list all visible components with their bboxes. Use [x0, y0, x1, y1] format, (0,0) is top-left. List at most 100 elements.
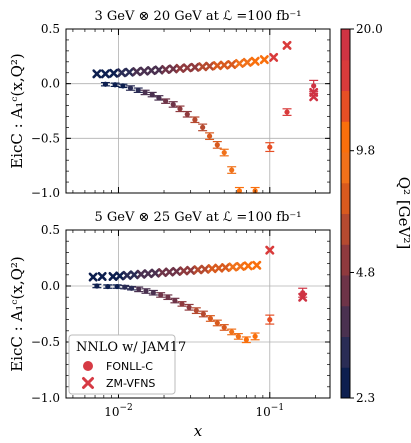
colorbar-label: Q² [GeV²] — [395, 177, 411, 250]
zmvfns-point — [154, 65, 164, 75]
zmvfns-point — [117, 68, 127, 78]
colorbar-tick-label: 20.0 — [356, 22, 383, 36]
zmvfns-point — [190, 62, 200, 72]
zmvfns-point — [109, 68, 119, 78]
fonll-point — [161, 98, 171, 104]
fonll-point — [140, 89, 150, 96]
fonll-point — [156, 292, 166, 298]
fonll-point — [265, 314, 275, 325]
zmvfns-point — [97, 271, 107, 281]
fonll-point — [100, 81, 110, 87]
colorbar-ticks: 2.3 4.8 9.8 20.0 — [350, 22, 383, 405]
colorbar-band — [341, 244, 350, 276]
fonll-point — [205, 132, 215, 141]
fonll-point — [198, 123, 208, 132]
panel-top-ylabel: EicC : A₁ᶜ(x,Q²) — [8, 53, 26, 169]
legend-label-zmvfns: ZM-VFNS — [106, 377, 155, 390]
fonll-point — [241, 336, 251, 344]
legend-marker-fonll — [83, 361, 93, 371]
colorbar-band — [341, 59, 350, 91]
zmvfns-point — [92, 69, 102, 79]
fonll-point — [103, 283, 113, 290]
y-tick-label: 0.0 — [41, 279, 60, 293]
zmvfns-point — [124, 67, 134, 77]
zmvfns-point — [269, 52, 279, 62]
fonll-point — [298, 287, 308, 298]
zmvfns-point — [150, 268, 160, 278]
zmvfns-point — [228, 262, 238, 272]
y-tick-label: 0.0 — [41, 77, 60, 91]
colorbar-frame — [340, 28, 351, 399]
colorbar-tick-label: 9.8 — [356, 144, 375, 158]
zmvfns-point — [182, 63, 192, 73]
fonll-point — [182, 110, 192, 118]
fonll-point — [133, 87, 143, 94]
colorbar-band — [341, 29, 350, 61]
zmvfns-point — [282, 40, 292, 50]
panel-top-axes: 0.5 0.0 −0.5 −1.0 — [31, 22, 330, 200]
zmvfns-point — [100, 69, 110, 79]
fonll-point — [227, 166, 237, 174]
fonll-point — [148, 289, 158, 296]
colorbar-band — [341, 121, 350, 153]
zmvfns-point — [129, 270, 139, 280]
fonll-point — [168, 101, 178, 108]
zmvfns-point — [227, 60, 237, 70]
fonll-point — [118, 83, 128, 89]
fonll-point — [265, 142, 275, 153]
zmvfns-point — [207, 264, 217, 274]
colorbar: 2.3 4.8 9.8 20.0 Q² [GeV²] — [340, 22, 411, 405]
fonll-point — [110, 82, 120, 88]
panel-bottom-axes: 0.5 0.0 −0.5 −1.0 10−2 10−1 — [31, 223, 330, 419]
panel-bottom: 5 GeV ⊗ 25 GeV at ℒ =100 fb⁻¹ 0.5 0.0 −0.5… — [8, 210, 331, 419]
fonll-point — [212, 319, 222, 327]
legend-label-fonll: FONLL-C — [106, 360, 153, 373]
zmvfns-point — [265, 245, 275, 255]
zmvfns-point — [143, 269, 153, 279]
legend-title: NNLO w/ JAM17 — [76, 340, 186, 355]
panel-bottom-frame — [65, 229, 331, 399]
fonll-point — [154, 95, 164, 101]
fonll-point — [219, 324, 229, 331]
panel-bottom-marks — [88, 245, 308, 344]
panel-top-grid — [66, 28, 330, 194]
panel-bottom-title: 5 GeV ⊗ 25 GeV at ℒ =100 fb⁻¹ — [95, 210, 302, 225]
colorbar-band — [341, 336, 350, 368]
zmvfns-point — [175, 63, 185, 73]
zmvfns-point — [179, 266, 189, 276]
y-tick-label: −0.5 — [31, 335, 60, 349]
fonll-point — [205, 315, 215, 322]
zmvfns-point — [243, 261, 253, 271]
zmvfns-point — [234, 58, 244, 68]
fonll-point — [163, 294, 173, 301]
fonll-point — [212, 141, 222, 149]
legend-marker-zmvfns — [82, 377, 94, 389]
fonll-point — [125, 85, 135, 91]
fonll-point — [170, 297, 180, 304]
zmvfns-point — [108, 271, 118, 281]
x-tick-label: 10−2 — [104, 403, 133, 419]
zmvfns-point — [136, 269, 146, 279]
zmvfns-point — [212, 61, 222, 71]
fonll-point — [92, 283, 102, 289]
fonll-point — [198, 310, 208, 318]
zmvfns-point — [157, 268, 167, 278]
fonll-point — [282, 108, 292, 116]
zmvfns-point — [88, 272, 98, 282]
colorbar-tick-label: 2.3 — [356, 391, 375, 405]
zmvfns-point — [186, 265, 196, 275]
panel-top-title: 3 GeV ⊗ 20 GeV at ℒ =100 fb⁻¹ — [95, 9, 302, 24]
panel-top-marks — [92, 40, 319, 194]
fonll-point — [134, 286, 144, 293]
zmvfns-point — [235, 261, 245, 271]
fonll-point — [112, 283, 122, 290]
zmvfns-point — [200, 264, 210, 274]
zmvfns-point — [115, 271, 125, 281]
zmvfns-point — [193, 265, 203, 275]
fonll-point — [191, 307, 201, 315]
zmvfns-point — [259, 55, 269, 65]
x-tick-label: 10−1 — [256, 403, 285, 419]
fonll-point — [190, 116, 200, 124]
zmvfns-point — [122, 270, 132, 280]
colorbar-band — [341, 367, 350, 399]
